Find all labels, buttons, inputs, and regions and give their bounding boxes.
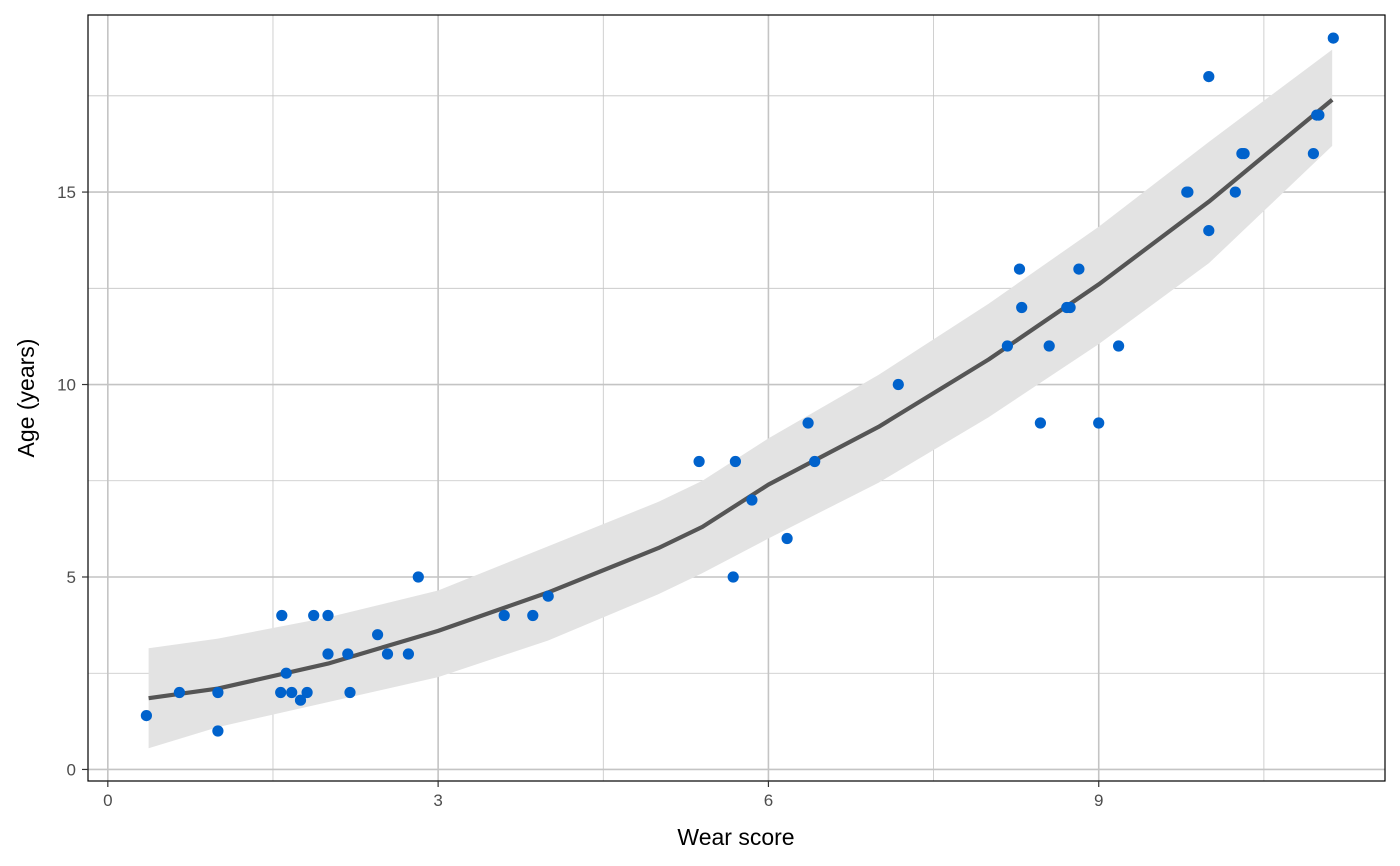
y-tick-label: 5 <box>67 568 76 587</box>
data-point <box>342 648 354 660</box>
data-point <box>1203 71 1215 83</box>
data-point <box>746 494 758 506</box>
data-point <box>1043 340 1055 352</box>
panel-border <box>87 14 1386 782</box>
axis-layer: 0 3 6 9 0 5 10 15 <box>57 183 1103 810</box>
data-point <box>280 667 292 679</box>
x-axis-title: Wear score <box>677 824 794 850</box>
y-tick-label: 0 <box>67 760 76 779</box>
data-point <box>781 532 793 545</box>
data-point <box>286 686 298 699</box>
data-point <box>892 378 904 391</box>
data-point <box>212 725 224 737</box>
data-point <box>344 686 356 699</box>
fit-line-layer <box>148 98 1334 701</box>
data-point <box>729 455 742 468</box>
data-point <box>1016 301 1028 314</box>
data-point <box>301 686 313 699</box>
data-point <box>294 694 307 706</box>
data-point <box>1313 109 1325 121</box>
data-point <box>527 609 539 622</box>
data-point <box>1001 340 1014 352</box>
data-point <box>322 609 334 622</box>
data-point <box>1064 301 1076 314</box>
data-point <box>1327 32 1339 44</box>
data-point <box>402 648 414 660</box>
data-point <box>802 417 814 429</box>
data-point <box>275 686 287 699</box>
y-tick-label: 15 <box>57 183 76 202</box>
data-point <box>276 609 288 622</box>
data-point <box>1093 417 1105 429</box>
data-point <box>372 629 384 641</box>
data-point <box>1113 340 1125 352</box>
data-point <box>727 571 739 583</box>
data-point <box>1182 186 1194 198</box>
data-point <box>1034 417 1046 429</box>
data-point <box>1229 186 1241 198</box>
y-tick-label: 10 <box>57 376 76 395</box>
data-points-layer <box>140 32 1339 737</box>
data-point <box>381 648 394 660</box>
data-point <box>212 686 224 699</box>
data-point <box>542 590 554 602</box>
data-point <box>322 648 334 660</box>
data-point <box>140 710 152 722</box>
data-point <box>1013 263 1026 275</box>
data-point <box>308 609 320 622</box>
data-point <box>809 455 821 468</box>
fit-line <box>148 98 1334 701</box>
data-point <box>412 571 424 583</box>
data-point <box>1238 148 1250 160</box>
x-tick-label: 9 <box>1094 791 1103 810</box>
data-point <box>173 686 185 699</box>
data-point <box>1203 225 1215 237</box>
y-axis-title: Age (years) <box>13 339 39 458</box>
x-tick-label: 3 <box>433 791 442 810</box>
data-point <box>693 455 705 468</box>
x-tick-label: 6 <box>764 791 773 810</box>
data-point <box>1073 263 1085 275</box>
data-point <box>498 609 510 622</box>
x-tick-label: 0 <box>103 791 112 810</box>
data-point <box>1307 148 1319 160</box>
